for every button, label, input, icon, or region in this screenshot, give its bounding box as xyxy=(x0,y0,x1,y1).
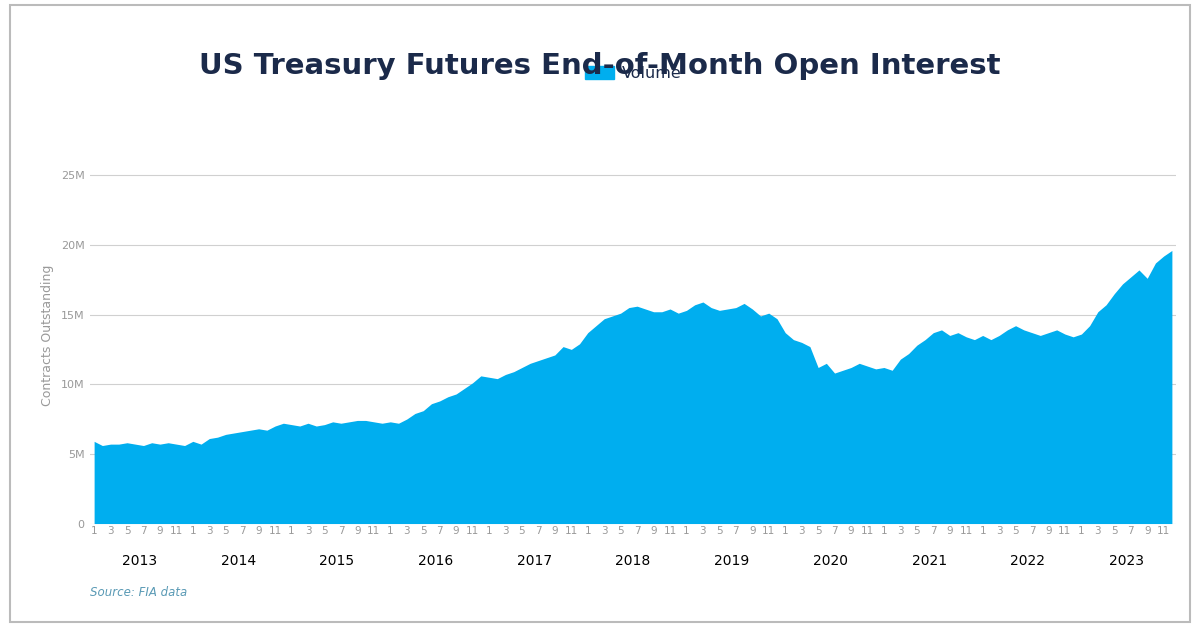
Y-axis label: Contracts Outstanding: Contracts Outstanding xyxy=(41,265,54,406)
Legend: Volume: Volume xyxy=(578,60,688,87)
Text: Source: FIA data: Source: FIA data xyxy=(90,586,187,599)
Text: US Treasury Futures End-of-Month Open Interest: US Treasury Futures End-of-Month Open In… xyxy=(199,52,1001,80)
